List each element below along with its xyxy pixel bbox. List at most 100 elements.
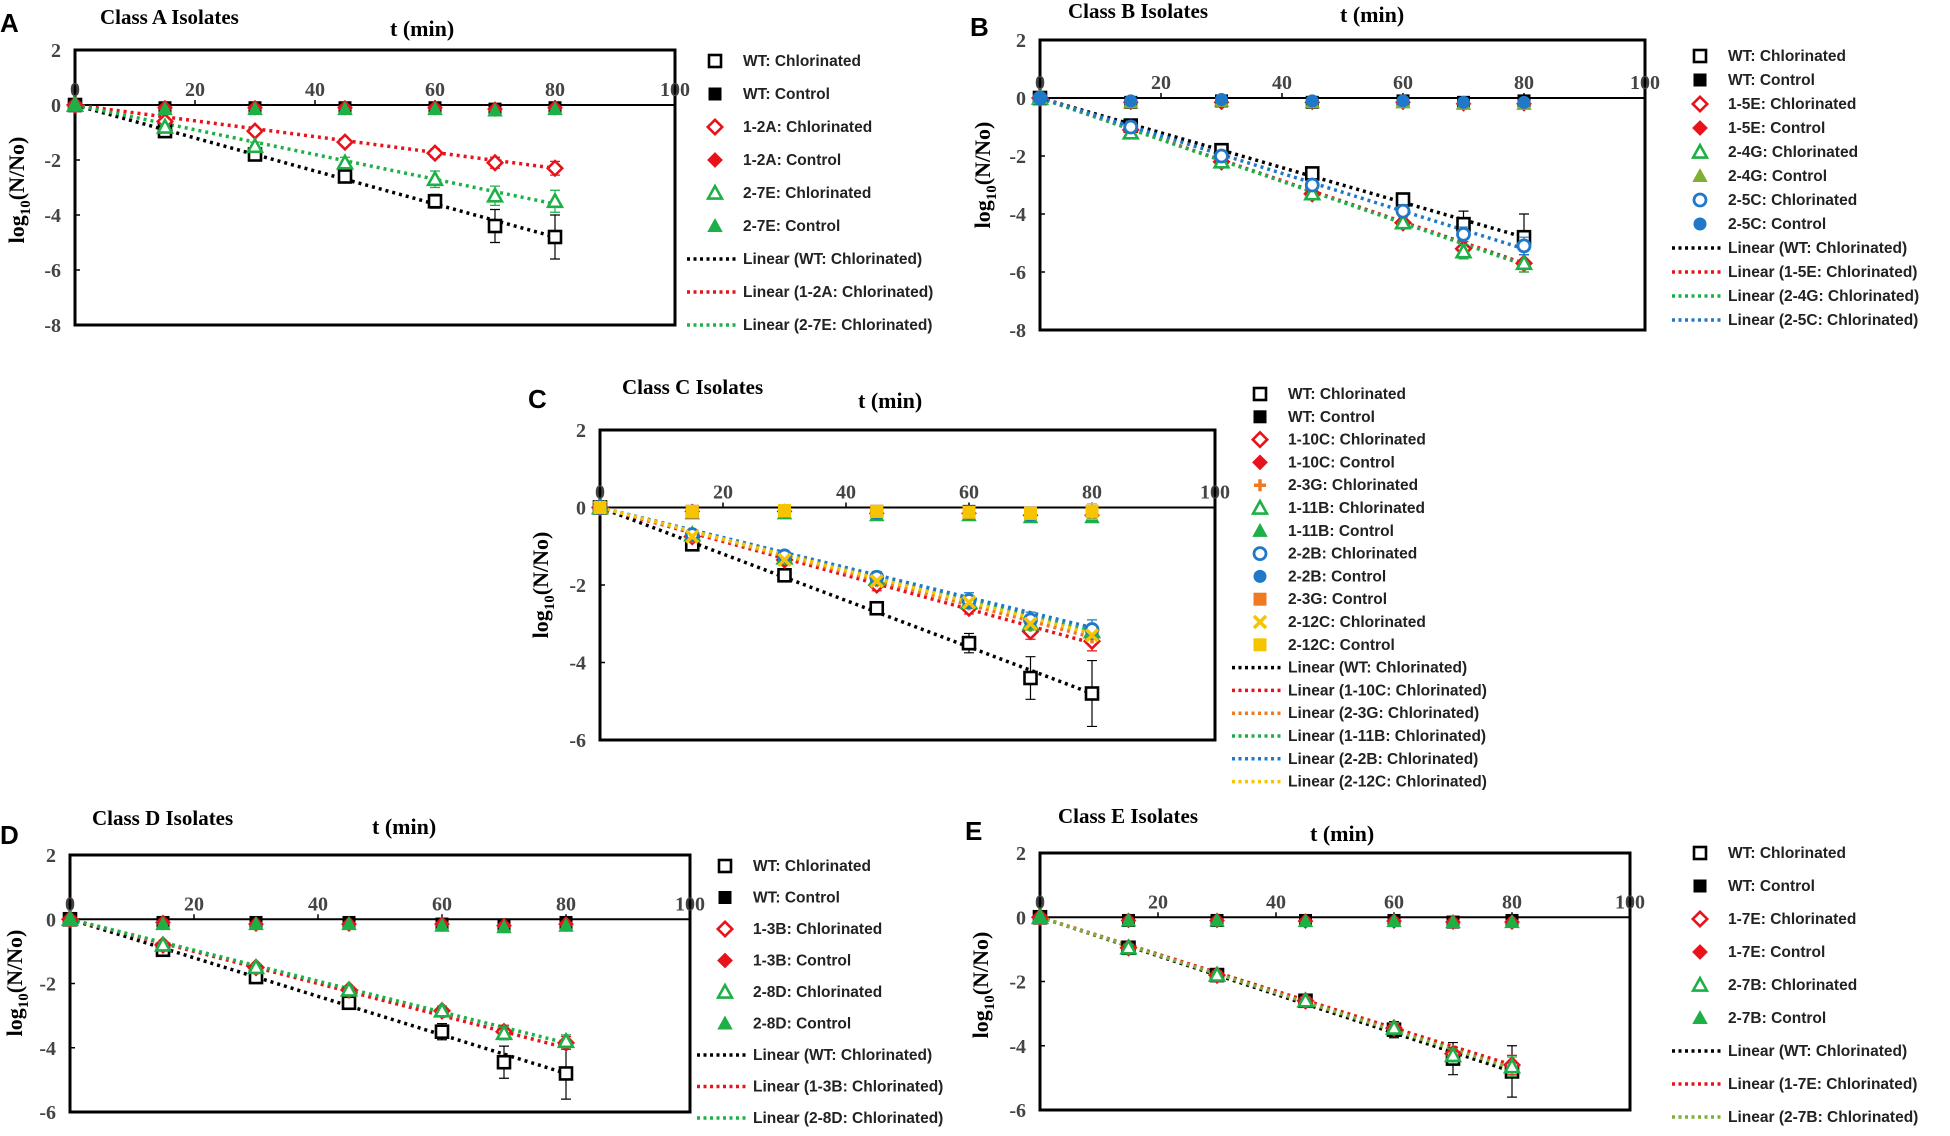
legend-label: 2-8D: Chlorinated (753, 984, 882, 1001)
x-tick-label: 0 (595, 482, 605, 504)
legend-label: WT: Control (1728, 878, 1815, 895)
legend-label: 1-3B: Control (753, 953, 851, 970)
x-axis-title: t (min) (858, 388, 922, 413)
legend-marker (1692, 48, 1708, 64)
data-point (487, 218, 503, 234)
x-tick-label: 40 (308, 893, 328, 915)
panel-letter: A (0, 8, 19, 38)
series-2-8d-control (62, 911, 574, 934)
series-wt-chlorinated (62, 911, 574, 1100)
legend-label: 1-10C: Control (1288, 454, 1395, 471)
legend-marker (718, 891, 732, 904)
legend-label: WT: Chlorinated (1288, 386, 1406, 403)
data-point (558, 917, 574, 932)
legend-label: Linear (WT: Chlorinated) (743, 251, 922, 268)
data-point (337, 169, 353, 184)
legend: WT: Chlorinated WT: Control 1-5E: Chlorina… (1672, 48, 1919, 329)
legend-marker (1693, 879, 1707, 893)
data-point (1305, 94, 1319, 108)
legend-marker (1250, 430, 1270, 449)
data-point (961, 595, 977, 610)
legend-marker (1252, 522, 1268, 537)
x-tick-label: 40 (1266, 891, 1286, 913)
legend-label: Linear (2-2B: Chlorinated) (1288, 751, 1478, 768)
legend-label: 2-12C: Chlorinated (1288, 614, 1426, 631)
y-tick-label: -4 (44, 205, 61, 227)
panel-title: Class C Isolates (622, 375, 763, 399)
series-2-8d-chlorinated (60, 909, 576, 1049)
legend-marker (707, 218, 723, 233)
y-axis-title: log10(N/No) (528, 532, 558, 639)
data-point (247, 101, 263, 116)
x-tick-label: 60 (1384, 891, 1404, 913)
trendline-linear-2-4g-chlorinated (1039, 96, 1525, 267)
plot-frame (73, 48, 677, 327)
legend-label: 2-3G: Chlorinated (1288, 477, 1418, 494)
data-point (494, 1023, 514, 1041)
legend-label: Linear (1-5E: Chlorinated) (1728, 264, 1917, 281)
data-point (1445, 914, 1461, 929)
data-point (1085, 504, 1099, 518)
data-point (1395, 192, 1411, 207)
legend-label: Linear (WT: Chlorinated) (1728, 240, 1907, 257)
data-point (593, 501, 607, 514)
x-tick-label: 60 (959, 482, 979, 504)
trendline-linear-2-3g-chlorinated (599, 505, 1093, 640)
data-point (432, 1001, 452, 1018)
x-tick-label: 0 (1035, 891, 1045, 913)
panel-title: Class B Isolates (1068, 0, 1208, 23)
x-tick-label: 80 (1082, 482, 1102, 504)
y-tick-label: -4 (569, 653, 586, 675)
data-point (1033, 91, 1047, 105)
legend-label: WT: Control (743, 86, 830, 103)
x-tick-label: 20 (1148, 891, 1168, 913)
legend-marker (707, 53, 723, 69)
legend-label: 1-5E: Chlorinated (1728, 96, 1856, 113)
panel-letter: D (0, 820, 19, 850)
legend-label: Linear (2-5C: Chlorinated) (1728, 312, 1918, 329)
legend-label: WT: Chlorinated (753, 858, 871, 875)
y-tick-label: -4 (1009, 1036, 1026, 1058)
y-tick-label: 2 (1016, 30, 1026, 52)
legend-marker (715, 919, 735, 939)
data-point (1386, 913, 1402, 928)
x-tick-label: 0 (1035, 72, 1045, 94)
legend-marker (715, 982, 735, 999)
data-point (425, 169, 445, 187)
data-point (1504, 914, 1520, 929)
legend-label: Linear (2-7B: Chlorinated) (1728, 1109, 1918, 1126)
legend-label: WT: Chlorinated (743, 53, 861, 70)
x-tick-label: 0 (70, 79, 80, 101)
legend-marker (1252, 454, 1268, 471)
legend-label: 2-4G: Chlorinated (1728, 144, 1858, 161)
x-tick-label: 40 (1272, 72, 1292, 94)
y-tick-label: 2 (1016, 843, 1026, 865)
panel-title: Class E Isolates (1058, 804, 1198, 828)
x-tick-label: 100 (1200, 482, 1230, 504)
panel-letter: B (970, 12, 989, 42)
y-tick-label: 2 (46, 845, 56, 867)
legend-label: 2-5C: Chlorinated (1728, 192, 1857, 209)
data-point (547, 101, 563, 116)
data-point (339, 980, 359, 997)
legend-label: 2-4G: Control (1728, 168, 1827, 185)
data-point (434, 1024, 450, 1039)
data-point (337, 101, 353, 116)
data-point (1123, 119, 1139, 135)
data-point (1296, 991, 1315, 1008)
legend-label: Linear (1-2A: Chlorinated) (743, 284, 933, 301)
x-tick-label: 20 (713, 482, 733, 504)
data-point (961, 635, 977, 651)
data-point (1502, 1057, 1522, 1074)
y-tick-label: 0 (1016, 907, 1026, 929)
y-tick-label: -8 (44, 315, 61, 337)
data-point (245, 136, 265, 154)
data-point (1517, 95, 1531, 109)
trendline-linear-1-2a-chlorinated (74, 103, 556, 170)
x-tick-label: 80 (556, 893, 576, 915)
data-point (1516, 238, 1532, 254)
legend-label: 1-3B: Chlorinated (753, 921, 882, 938)
data-point (1297, 913, 1314, 928)
